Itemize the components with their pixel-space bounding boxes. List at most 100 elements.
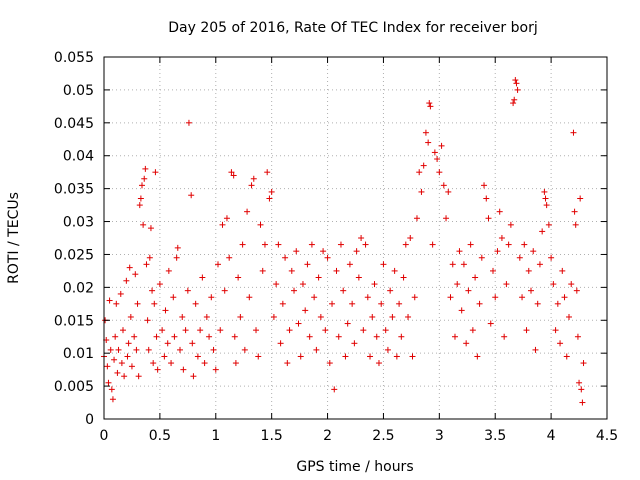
data-point <box>179 313 186 320</box>
data-point <box>331 386 338 393</box>
y-tick-label: 0.01 <box>63 346 94 362</box>
data-point <box>563 353 570 360</box>
data-point <box>134 300 141 307</box>
data-point <box>118 360 125 367</box>
data-point <box>405 313 412 320</box>
data-point <box>161 353 168 360</box>
data-point <box>147 225 154 232</box>
data-point <box>162 307 169 314</box>
data-point <box>295 320 302 327</box>
data-point <box>144 317 151 324</box>
data-point <box>494 248 501 255</box>
data-point <box>173 254 180 261</box>
data-point <box>228 169 235 176</box>
data-point <box>438 142 445 149</box>
data-point <box>349 300 356 307</box>
data-point <box>123 277 130 284</box>
data-point <box>559 267 566 274</box>
data-point <box>507 221 514 228</box>
data-point <box>465 287 472 294</box>
data-point <box>460 261 467 268</box>
data-point <box>380 261 387 268</box>
data-point <box>151 300 158 307</box>
data-point <box>115 346 122 353</box>
data-point <box>498 235 505 241</box>
data-point <box>190 373 197 380</box>
data-point <box>226 254 233 261</box>
data-point <box>106 297 113 304</box>
data-point <box>277 340 284 347</box>
data-point <box>335 333 342 340</box>
data-point <box>231 333 238 340</box>
data-point <box>206 333 213 340</box>
data-point <box>389 313 396 320</box>
data-point <box>127 313 134 320</box>
x-tick-label: 3.5 <box>484 428 506 444</box>
data-point <box>472 274 479 281</box>
data-point <box>143 261 150 268</box>
x-tick-label: 1.5 <box>261 428 283 444</box>
data-point <box>402 241 409 248</box>
data-point <box>150 360 157 367</box>
axis-ticks <box>103 56 608 420</box>
data-point <box>400 274 407 281</box>
data-points <box>101 77 587 406</box>
data-point <box>552 327 559 334</box>
data-point <box>223 215 230 222</box>
data-point <box>570 129 577 136</box>
data-point <box>199 274 206 281</box>
data-point <box>128 363 135 370</box>
x-tick-label: 2.5 <box>372 428 394 444</box>
data-point <box>156 281 163 288</box>
data-point <box>177 346 184 353</box>
y-tick-label: 0 <box>85 412 94 428</box>
y-tick-label: 0.03 <box>63 215 94 231</box>
data-point <box>275 241 282 248</box>
data-point <box>184 287 191 294</box>
data-point <box>152 169 159 176</box>
data-point <box>136 202 143 209</box>
data-point <box>521 241 528 248</box>
y-tick-label: 0.025 <box>54 247 94 263</box>
data-point <box>250 175 257 182</box>
data-point <box>447 294 454 301</box>
data-point <box>282 254 289 261</box>
data-point <box>532 346 539 353</box>
data-point <box>266 195 273 202</box>
data-point <box>362 241 369 248</box>
data-point <box>117 290 124 297</box>
data-point <box>454 281 461 288</box>
data-point <box>137 195 144 202</box>
data-point <box>320 248 327 255</box>
data-point <box>153 333 160 340</box>
data-point <box>273 281 280 288</box>
data-point <box>396 300 403 307</box>
data-point <box>315 274 322 281</box>
data-point <box>232 360 239 367</box>
data-point <box>413 215 420 222</box>
data-point <box>514 86 521 93</box>
data-point <box>572 221 579 228</box>
data-point <box>571 208 578 215</box>
data-point <box>132 271 139 278</box>
data-point <box>326 360 333 367</box>
data-point <box>523 327 530 334</box>
data-point <box>140 221 147 228</box>
data-point <box>313 346 320 353</box>
y-tick-label: 0.055 <box>54 50 94 66</box>
y-tick-label: 0.015 <box>54 313 94 329</box>
data-point <box>185 119 192 126</box>
data-point <box>105 379 112 386</box>
data-point <box>519 294 526 301</box>
data-point <box>351 340 358 347</box>
data-point <box>235 274 242 281</box>
data-point <box>346 261 353 268</box>
data-point <box>308 241 315 248</box>
data-point <box>384 346 391 353</box>
data-point <box>133 346 140 353</box>
data-point <box>548 254 555 261</box>
data-point <box>451 333 458 340</box>
data-point <box>104 363 111 370</box>
data-point <box>431 149 438 156</box>
y-tick-label: 0.02 <box>63 280 94 296</box>
